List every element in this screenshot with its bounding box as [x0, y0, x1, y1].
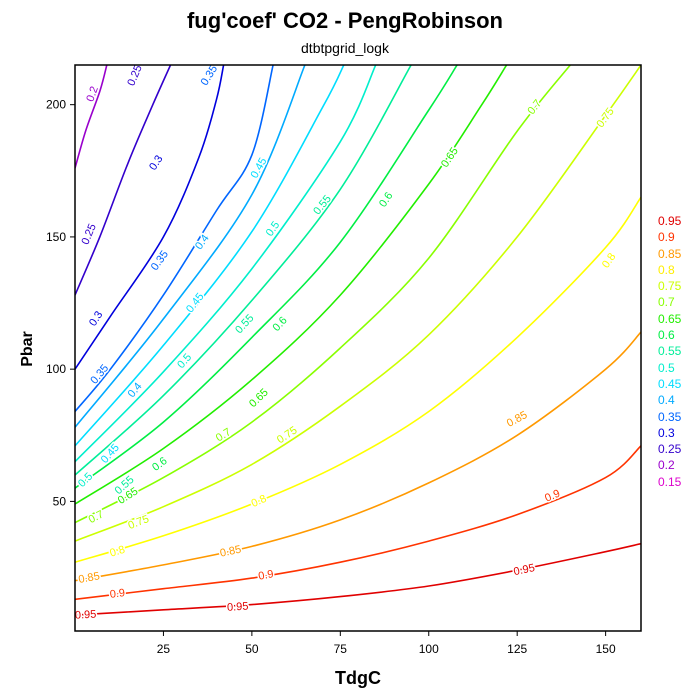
x-tick-label: 125: [507, 642, 527, 656]
contour-line-0.6: [75, 65, 458, 489]
contour-lines: [75, 65, 641, 616]
contour-line-0.4: [75, 65, 306, 428]
contour-label: 0.7: [214, 426, 233, 444]
contour-label: 0.45: [184, 291, 207, 315]
contour-label: 0.5: [76, 471, 95, 490]
contour-line-0.8: [75, 196, 641, 563]
contour-label: 0.7: [87, 508, 106, 526]
contour-line-0.35: [75, 65, 274, 413]
contour-label: 0.45: [249, 156, 270, 181]
y-tick-label: 50: [53, 494, 67, 508]
contour-label: 0.35: [149, 249, 171, 273]
x-tick-label: 50: [245, 642, 259, 656]
contour-label: 0.95: [75, 609, 97, 622]
y-axis-label: Pbar: [19, 331, 36, 367]
contour-line-0.2: [75, 65, 108, 169]
contour-line-0.65: [75, 65, 508, 505]
contour-label: 0.9: [257, 568, 274, 583]
contour-label: 0.9: [109, 587, 126, 601]
y-tick-label: 100: [46, 362, 66, 376]
legend-item: 0.65: [658, 311, 682, 326]
contour-label: 0.5: [264, 219, 283, 238]
contour-label: 0.6: [377, 190, 395, 209]
contour-label: 0.65: [247, 387, 271, 410]
legend-item: 0.9: [658, 230, 675, 245]
contour-line-0.75: [75, 65, 641, 542]
contour-label: 0.75: [594, 106, 616, 130]
contour-label: 0.55: [233, 312, 256, 336]
contour-label: 0.2: [84, 85, 100, 103]
legend-item: 0.8: [658, 262, 675, 277]
contour-line-0.25: [75, 65, 172, 296]
contour-line-0.45: [75, 65, 345, 447]
legend-item: 0.4: [658, 393, 675, 408]
legend-item: 0.75: [658, 279, 682, 294]
contour-label: 0.25: [125, 63, 144, 87]
contour-line-0.5: [75, 65, 377, 463]
contour-label: 0.6: [150, 455, 169, 474]
legend: 0.95 0.9 0.85 0.8 0.75 0.7 0.65 0.6 0.55 0.5 0.45 0…: [658, 213, 681, 490]
contour-label: 0.75: [127, 513, 151, 532]
chart-title: fug'coef' CO2 - PengRobinson: [186, 8, 503, 33]
legend-item: 0.5: [658, 360, 675, 375]
legend-item: 0.6: [658, 328, 675, 343]
contour-label: 0.35: [88, 362, 111, 386]
contour-line-0.95: [75, 542, 641, 616]
x-axis-label: TdgC: [335, 668, 381, 688]
contour-label: 0.6: [271, 315, 290, 334]
contour-label: 0.35: [199, 63, 221, 88]
legend-item: 0.45: [658, 376, 682, 391]
plot-frame: [74, 64, 642, 632]
contour-line-0.7: [75, 65, 571, 524]
contour-line-0.55: [75, 65, 412, 476]
y-tick-label: 200: [46, 98, 66, 112]
legend-item: 0.85: [658, 246, 682, 261]
legend-item: 0.95: [658, 214, 682, 228]
chart-subtitle: dtbtpgrid_logk: [301, 40, 389, 56]
legend-item: 0.55: [658, 344, 682, 359]
contour-label: 0.8: [600, 251, 619, 270]
legend-item: 0.7: [658, 295, 675, 310]
x-tick-label: 150: [596, 642, 616, 656]
contour-label: 0.95: [513, 562, 536, 578]
contour-line-0.9: [75, 445, 641, 601]
contour-label: 0.65: [439, 145, 461, 169]
contour-label: 0.85: [78, 570, 101, 586]
legend-item: 0.2: [658, 458, 675, 473]
y-tick-label: 150: [46, 230, 66, 244]
contour-label: 0.95: [227, 601, 249, 614]
contour-label: 0.25: [79, 222, 98, 246]
contour-label: 0.8: [108, 544, 126, 560]
contour-label: 0.45: [99, 442, 122, 466]
legend-item: 0.35: [658, 409, 682, 424]
contour-label: 0.4: [126, 381, 145, 400]
contour-line-0.85: [75, 331, 641, 582]
x-tick-label: 75: [334, 642, 348, 656]
legend-item: 0.15: [658, 474, 682, 489]
x-tick-label: 25: [157, 642, 171, 656]
contour-label: 0.55: [311, 193, 334, 217]
contour-label: 0.9: [543, 488, 562, 505]
contour-label: 0.3: [147, 153, 165, 172]
contour-label: 0.8: [250, 493, 269, 510]
contour-line-0.3: [75, 65, 225, 370]
x-tick-label: 100: [419, 642, 439, 656]
legend-item: 0.25: [658, 442, 682, 457]
contour-label: 0.85: [219, 544, 242, 560]
contour-label: 0.85: [505, 409, 530, 430]
contour-label: 0.3: [87, 309, 105, 328]
legend-item: 0.3: [658, 425, 675, 440]
contour-label: 0.4: [193, 233, 212, 252]
